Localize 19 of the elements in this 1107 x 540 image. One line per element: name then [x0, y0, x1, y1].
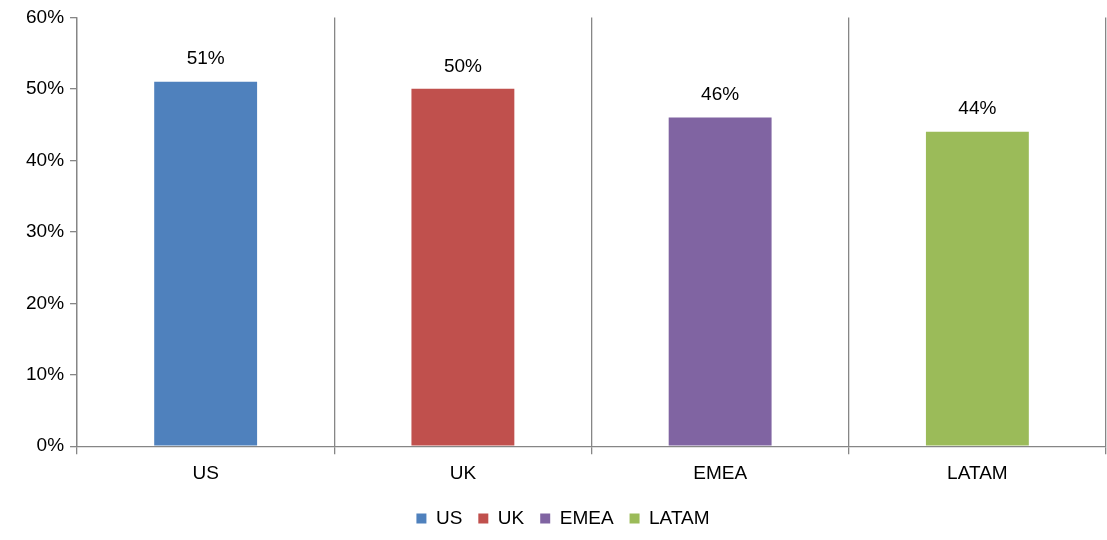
x-tick-label: LATAM [947, 461, 1008, 483]
y-tick-label: 10% [26, 362, 65, 384]
y-tick-label: 40% [26, 148, 65, 170]
legend-label: UK [497, 506, 525, 528]
legend-label: LATAM [649, 506, 710, 528]
y-tick-label: 0% [36, 434, 65, 456]
x-tick-label: US [192, 461, 219, 483]
y-tick-label: 60% [26, 5, 65, 27]
data-label: 50% [443, 54, 483, 76]
data-label: 51% [186, 47, 225, 69]
data-label: 46% [701, 83, 740, 105]
y-tick-label: 30% [26, 220, 65, 242]
legend-label: EMEA [559, 506, 614, 528]
y-tick-label: 20% [26, 291, 65, 313]
x-tick-label: EMEA [693, 461, 748, 483]
legend-label: US [435, 506, 463, 528]
y-tick-label: 50% [26, 77, 65, 99]
data-label: 44% [958, 97, 997, 119]
x-tick-label: UK [449, 461, 477, 483]
